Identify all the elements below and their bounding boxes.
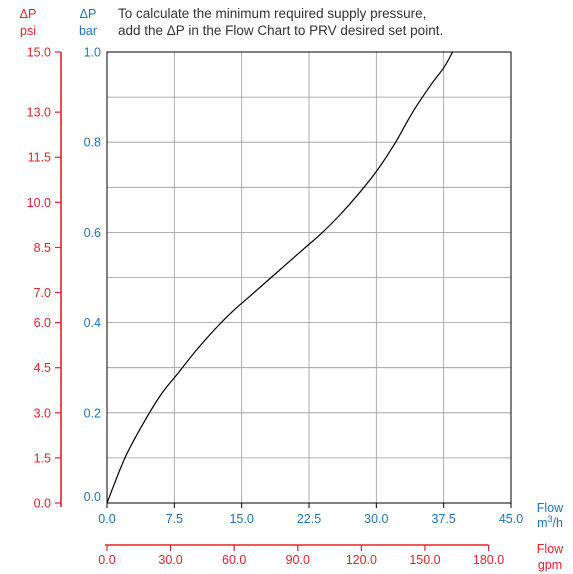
psi-axis-label-unit: psi <box>20 24 36 38</box>
psi-tick-label: 7.0 <box>34 286 51 300</box>
psi-tick-label: 0.0 <box>34 497 51 511</box>
psi-tick-label: 15.0 <box>27 46 51 60</box>
flow-m3h-tick-label: 37.5 <box>431 512 455 526</box>
plot-grid <box>106 51 512 504</box>
psi-tick-label: 13.0 <box>27 106 51 120</box>
flow-gpm-tick-label: 120.0 <box>346 553 377 567</box>
flow-gpm-tick-label: 0.0 <box>98 553 115 567</box>
flow-m3h-axis: 0.0 7.5 15.0 22.5 30.0 37.5 45.0 <box>98 503 523 526</box>
flow-m3h-tick-label: 22.5 <box>297 512 321 526</box>
bar-axis: 0.0 0.2 0.4 0.6 0.8 1.0 <box>84 46 101 505</box>
flow-m3h-tick-label: 7.5 <box>166 512 183 526</box>
psi-tick-label: 6.0 <box>34 316 51 330</box>
bar-tick-label: 0.2 <box>84 406 101 420</box>
bar-axis-label-top: ΔP <box>80 7 97 21</box>
psi-axis: 0.0 1.5 3.0 4.5 6.0 7.0 8.5 10.0 11.5 13.0 15.0 <box>27 46 62 511</box>
psi-axis-label-top: ΔP <box>20 7 37 21</box>
curve-layer <box>106 51 454 504</box>
flow-gpm-axis-label-unit: gpm <box>538 558 562 572</box>
bar-tick-label: 0.4 <box>84 316 101 330</box>
flow-gpm-tick-label: 30.0 <box>158 553 182 567</box>
psi-tick-label: 1.5 <box>34 451 51 465</box>
flow-curve-line <box>106 51 454 504</box>
note-line-1: To calculate the minimum required supply… <box>118 6 426 21</box>
flow-m3h-tick-label: 45.0 <box>499 512 523 526</box>
bar-tick-label: 1.0 <box>84 46 101 60</box>
bar-tick-label: 0.8 <box>84 136 101 150</box>
psi-tick-label: 11.5 <box>28 151 51 165</box>
flow-m3h-tick-label: 15.0 <box>229 512 253 526</box>
flow-gpm-tick-label: 150.0 <box>409 553 440 567</box>
bar-axis-label-unit: bar <box>79 24 97 38</box>
flow-gpm-tick-label: 180.0 <box>473 553 504 567</box>
psi-tick-label: 4.5 <box>34 361 51 375</box>
flow-gpm-axis-label-top: Flow <box>537 542 564 556</box>
flow-gpm-axis: 0.0 30.0 60.0 90.0 120.0 150.0 180.0 <box>98 544 504 567</box>
psi-tick-label: 10.0 <box>27 196 51 210</box>
psi-tick-label: 3.0 <box>34 406 51 420</box>
note-line-2: add the ΔP in the Flow Chart to PRV desi… <box>118 23 443 38</box>
bar-tick-label: 0.0 <box>84 490 101 504</box>
flow-m3h-axis-label-unit: m3/h <box>537 514 563 530</box>
flow-gpm-tick-label: 60.0 <box>222 553 246 567</box>
flow-m3h-tick-label: 0.0 <box>98 512 115 526</box>
flow-m3h-axis-label-top: Flow <box>537 501 564 515</box>
psi-tick-label: 8.5 <box>34 241 51 255</box>
bar-tick-label: 0.6 <box>84 226 101 240</box>
flow-m3h-tick-label: 30.0 <box>364 512 388 526</box>
flow-gpm-tick-label: 90.0 <box>286 553 310 567</box>
